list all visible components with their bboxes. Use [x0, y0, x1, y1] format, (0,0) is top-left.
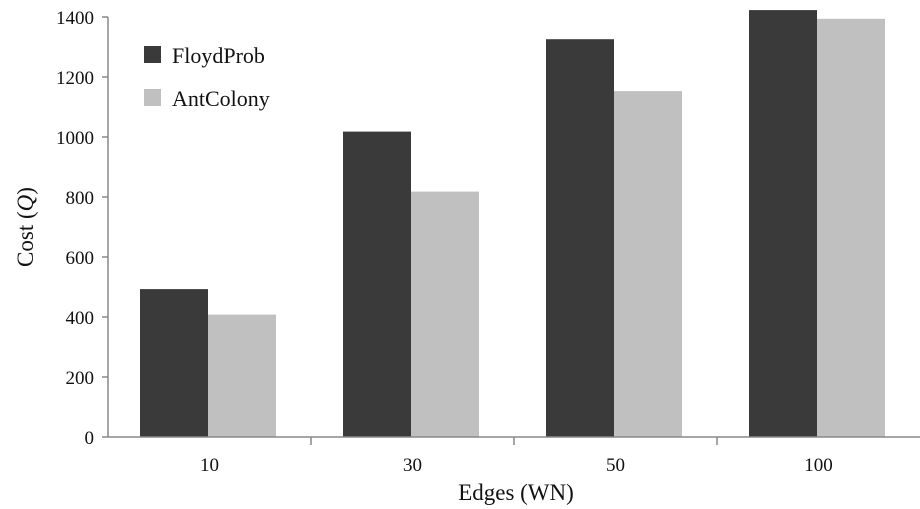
y-axis-ticks: 0 200 400 600 800 1000 1200 1400	[56, 8, 108, 449]
bar-antcolony-100	[817, 18, 885, 438]
x-tick-label-50: 50	[606, 455, 625, 476]
plot-area: 0 200 400 600 800 1000 1200 1400 10 30 50 100	[56, 8, 920, 476]
y-tick-label-1200: 1200	[56, 68, 94, 89]
x-tick-label-30: 30	[403, 455, 422, 476]
y-axis-title-prefix: Cost (	[13, 211, 38, 267]
y-tick-label-0: 0	[85, 428, 95, 449]
y-tick-label-1000: 1000	[56, 128, 94, 149]
x-tick-label-100: 100	[804, 455, 833, 476]
legend-label-floydprob: FloydProb	[172, 43, 265, 68]
bars-layer	[140, 10, 885, 438]
y-axis-title-suffix: )	[13, 187, 38, 195]
bar-floydprob-100	[749, 10, 817, 437]
y-tick-label-800: 800	[66, 188, 95, 209]
legend: FloydProb AntColony	[144, 43, 270, 111]
legend-swatch-floydprob	[144, 46, 161, 63]
bar-floydprob-10	[140, 289, 208, 437]
y-tick-label-400: 400	[66, 308, 95, 329]
x-axis-ticks: 10 30 50 100	[200, 437, 833, 476]
x-axis-title: Edges (WN)	[458, 480, 574, 505]
x-tick-label-10: 10	[200, 455, 219, 476]
bar-floydprob-30	[343, 131, 411, 437]
bar-antcolony-10	[208, 314, 276, 437]
legend-label-antcolony: AntColony	[172, 86, 270, 111]
bar-floydprob-50	[546, 39, 614, 437]
legend-swatch-antcolony	[144, 89, 161, 106]
y-axis-title-symbol: Q	[13, 194, 38, 211]
y-axis-title: Cost (Q)	[13, 187, 38, 267]
y-tick-label-600: 600	[66, 248, 95, 269]
y-tick-label-1400: 1400	[56, 8, 94, 29]
bar-antcolony-50	[614, 91, 682, 437]
y-tick-label-200: 200	[66, 368, 95, 389]
bar-antcolony-30	[411, 191, 479, 437]
